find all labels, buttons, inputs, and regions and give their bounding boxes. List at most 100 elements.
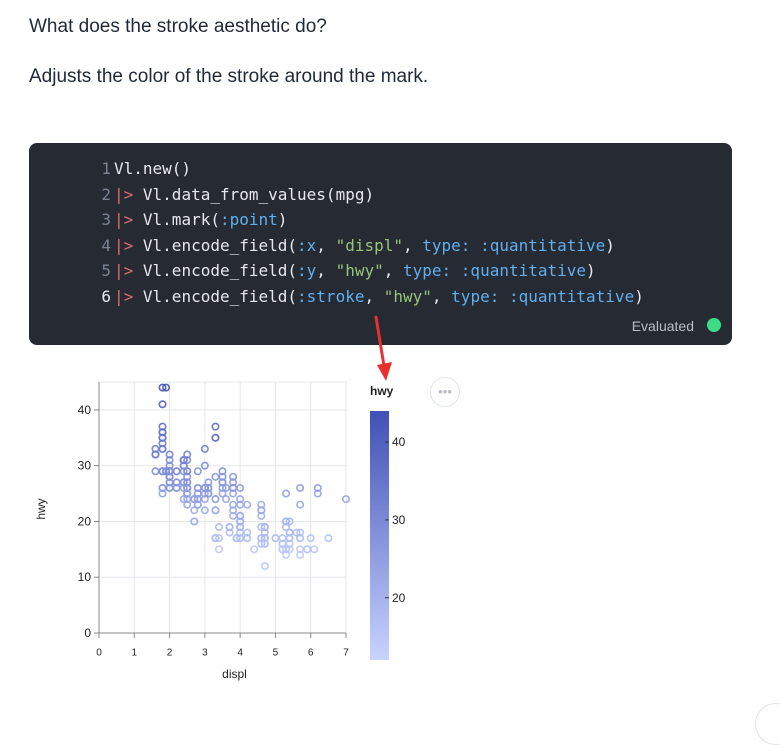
data-point — [285, 539, 294, 548]
code-token: ) — [277, 210, 288, 230]
data-point — [158, 444, 167, 453]
data-point — [285, 534, 294, 543]
data-point — [229, 478, 238, 487]
data-point — [165, 461, 174, 470]
data-point — [225, 528, 234, 537]
data-point — [260, 528, 269, 537]
data-point — [162, 467, 171, 476]
data-point — [260, 539, 269, 548]
code-text: |> Vl.encode_field(:y, "hwy", type: :qua… — [114, 258, 596, 284]
line-number: 4 — [101, 235, 111, 255]
data-point — [158, 428, 167, 437]
data-point — [296, 500, 305, 509]
data-point — [250, 545, 259, 554]
code-editor[interactable]: 1 Vl.new() 2 |> Vl.data_from_values(mpg) 3 |>… — [29, 156, 732, 310]
code-token: |> — [114, 235, 143, 255]
data-point — [229, 472, 238, 481]
data-point — [236, 495, 245, 504]
data-point — [296, 550, 305, 559]
data-point — [257, 523, 266, 532]
data-point — [172, 467, 181, 476]
code-cell[interactable]: 1 Vl.new() 2 |> Vl.data_from_values(mpg) 3 |>… — [29, 143, 732, 345]
data-point — [306, 534, 315, 543]
data-point — [183, 483, 192, 492]
data-point — [204, 483, 213, 492]
y-axis-title: hwy — [34, 498, 48, 519]
code-token: type: — [422, 235, 481, 255]
data-point — [285, 517, 294, 526]
more-options-button[interactable]: ••• — [430, 377, 460, 407]
code-token: |> — [114, 261, 143, 281]
data-point — [324, 534, 333, 543]
code-token: , — [383, 261, 403, 281]
data-point — [282, 550, 291, 559]
data-point — [183, 472, 192, 481]
code-text: |> Vl.encode_field(:stroke, "hwy", type:… — [114, 284, 644, 310]
data-point — [151, 467, 160, 476]
code-line[interactable]: 2 |> Vl.data_from_values(mpg) — [29, 182, 732, 208]
code-line[interactable]: 3 |> Vl.mark(:point) — [29, 207, 732, 233]
data-point — [211, 495, 220, 504]
data-point — [282, 545, 291, 554]
code-token: "hwy" — [383, 286, 432, 306]
data-point — [236, 511, 245, 520]
code-token: :quantitative — [508, 286, 635, 306]
code-text: Vl.new() — [114, 156, 191, 182]
data-point — [158, 483, 167, 492]
code-token: "hwy" — [335, 261, 384, 281]
code-token: :y — [297, 261, 317, 281]
data-point — [218, 489, 227, 498]
code-token: :quantitative — [480, 235, 606, 255]
data-point — [214, 523, 223, 532]
data-point — [183, 456, 192, 465]
data-point — [341, 495, 350, 504]
data-point — [257, 506, 266, 515]
data-point — [190, 517, 199, 526]
data-point — [179, 495, 188, 504]
code-token: :point — [219, 210, 278, 230]
code-token: :quantitative — [460, 261, 587, 281]
x-tick-label: 0 — [96, 648, 102, 659]
code-token: type: — [403, 261, 461, 281]
y-tick-label: 30 — [78, 459, 92, 473]
code-token: Vl.data_from_values(mpg) — [142, 184, 375, 204]
legend-tick-label: 40 — [392, 435, 406, 449]
data-point — [229, 489, 238, 498]
x-axis-title: displ — [222, 667, 247, 681]
code-line[interactable]: 4 |> Vl.encode_field(:x, "displ", type: :… — [29, 233, 732, 259]
code-line[interactable]: 5 |> Vl.encode_field(:y, "hwy", type: :qu… — [29, 258, 732, 284]
data-point — [260, 534, 269, 543]
data-point — [229, 506, 238, 515]
data-point — [183, 467, 192, 476]
code-token: Vl.encode_field( — [142, 261, 298, 281]
data-point — [165, 472, 174, 481]
code-token: :stroke — [297, 286, 365, 306]
x-tick-label: 3 — [202, 648, 208, 659]
data-point — [193, 495, 202, 504]
data-point — [218, 467, 227, 476]
data-point — [165, 467, 174, 476]
data-point — [310, 545, 319, 554]
code-line[interactable]: 1 Vl.new() — [29, 156, 732, 182]
x-tick-label: 1 — [132, 648, 138, 659]
line-number: 6 — [101, 286, 111, 306]
data-point — [200, 461, 209, 470]
x-tick-label: 4 — [237, 648, 243, 659]
y-tick-label: 20 — [78, 514, 92, 528]
data-point — [172, 478, 181, 487]
data-point — [204, 478, 213, 487]
data-point — [200, 483, 209, 492]
answer-text: Adjusts the color of the stroke around t… — [29, 66, 429, 87]
code-token: "displ" — [335, 235, 403, 255]
evaluation-status: Evaluated — [631, 318, 694, 334]
data-point — [204, 489, 213, 498]
legend-tick-label: 30 — [392, 513, 406, 527]
data-point — [183, 450, 192, 459]
y-tick-label: 40 — [78, 403, 92, 417]
code-token: Vl.encode_field( — [142, 286, 298, 306]
data-point — [222, 495, 231, 504]
code-line[interactable]: 6 |> Vl.encode_field(:stroke, "hwy", type… — [29, 284, 732, 310]
legend-tick-label: 20 — [392, 591, 406, 605]
data-point — [158, 383, 167, 392]
data-point — [158, 433, 167, 442]
